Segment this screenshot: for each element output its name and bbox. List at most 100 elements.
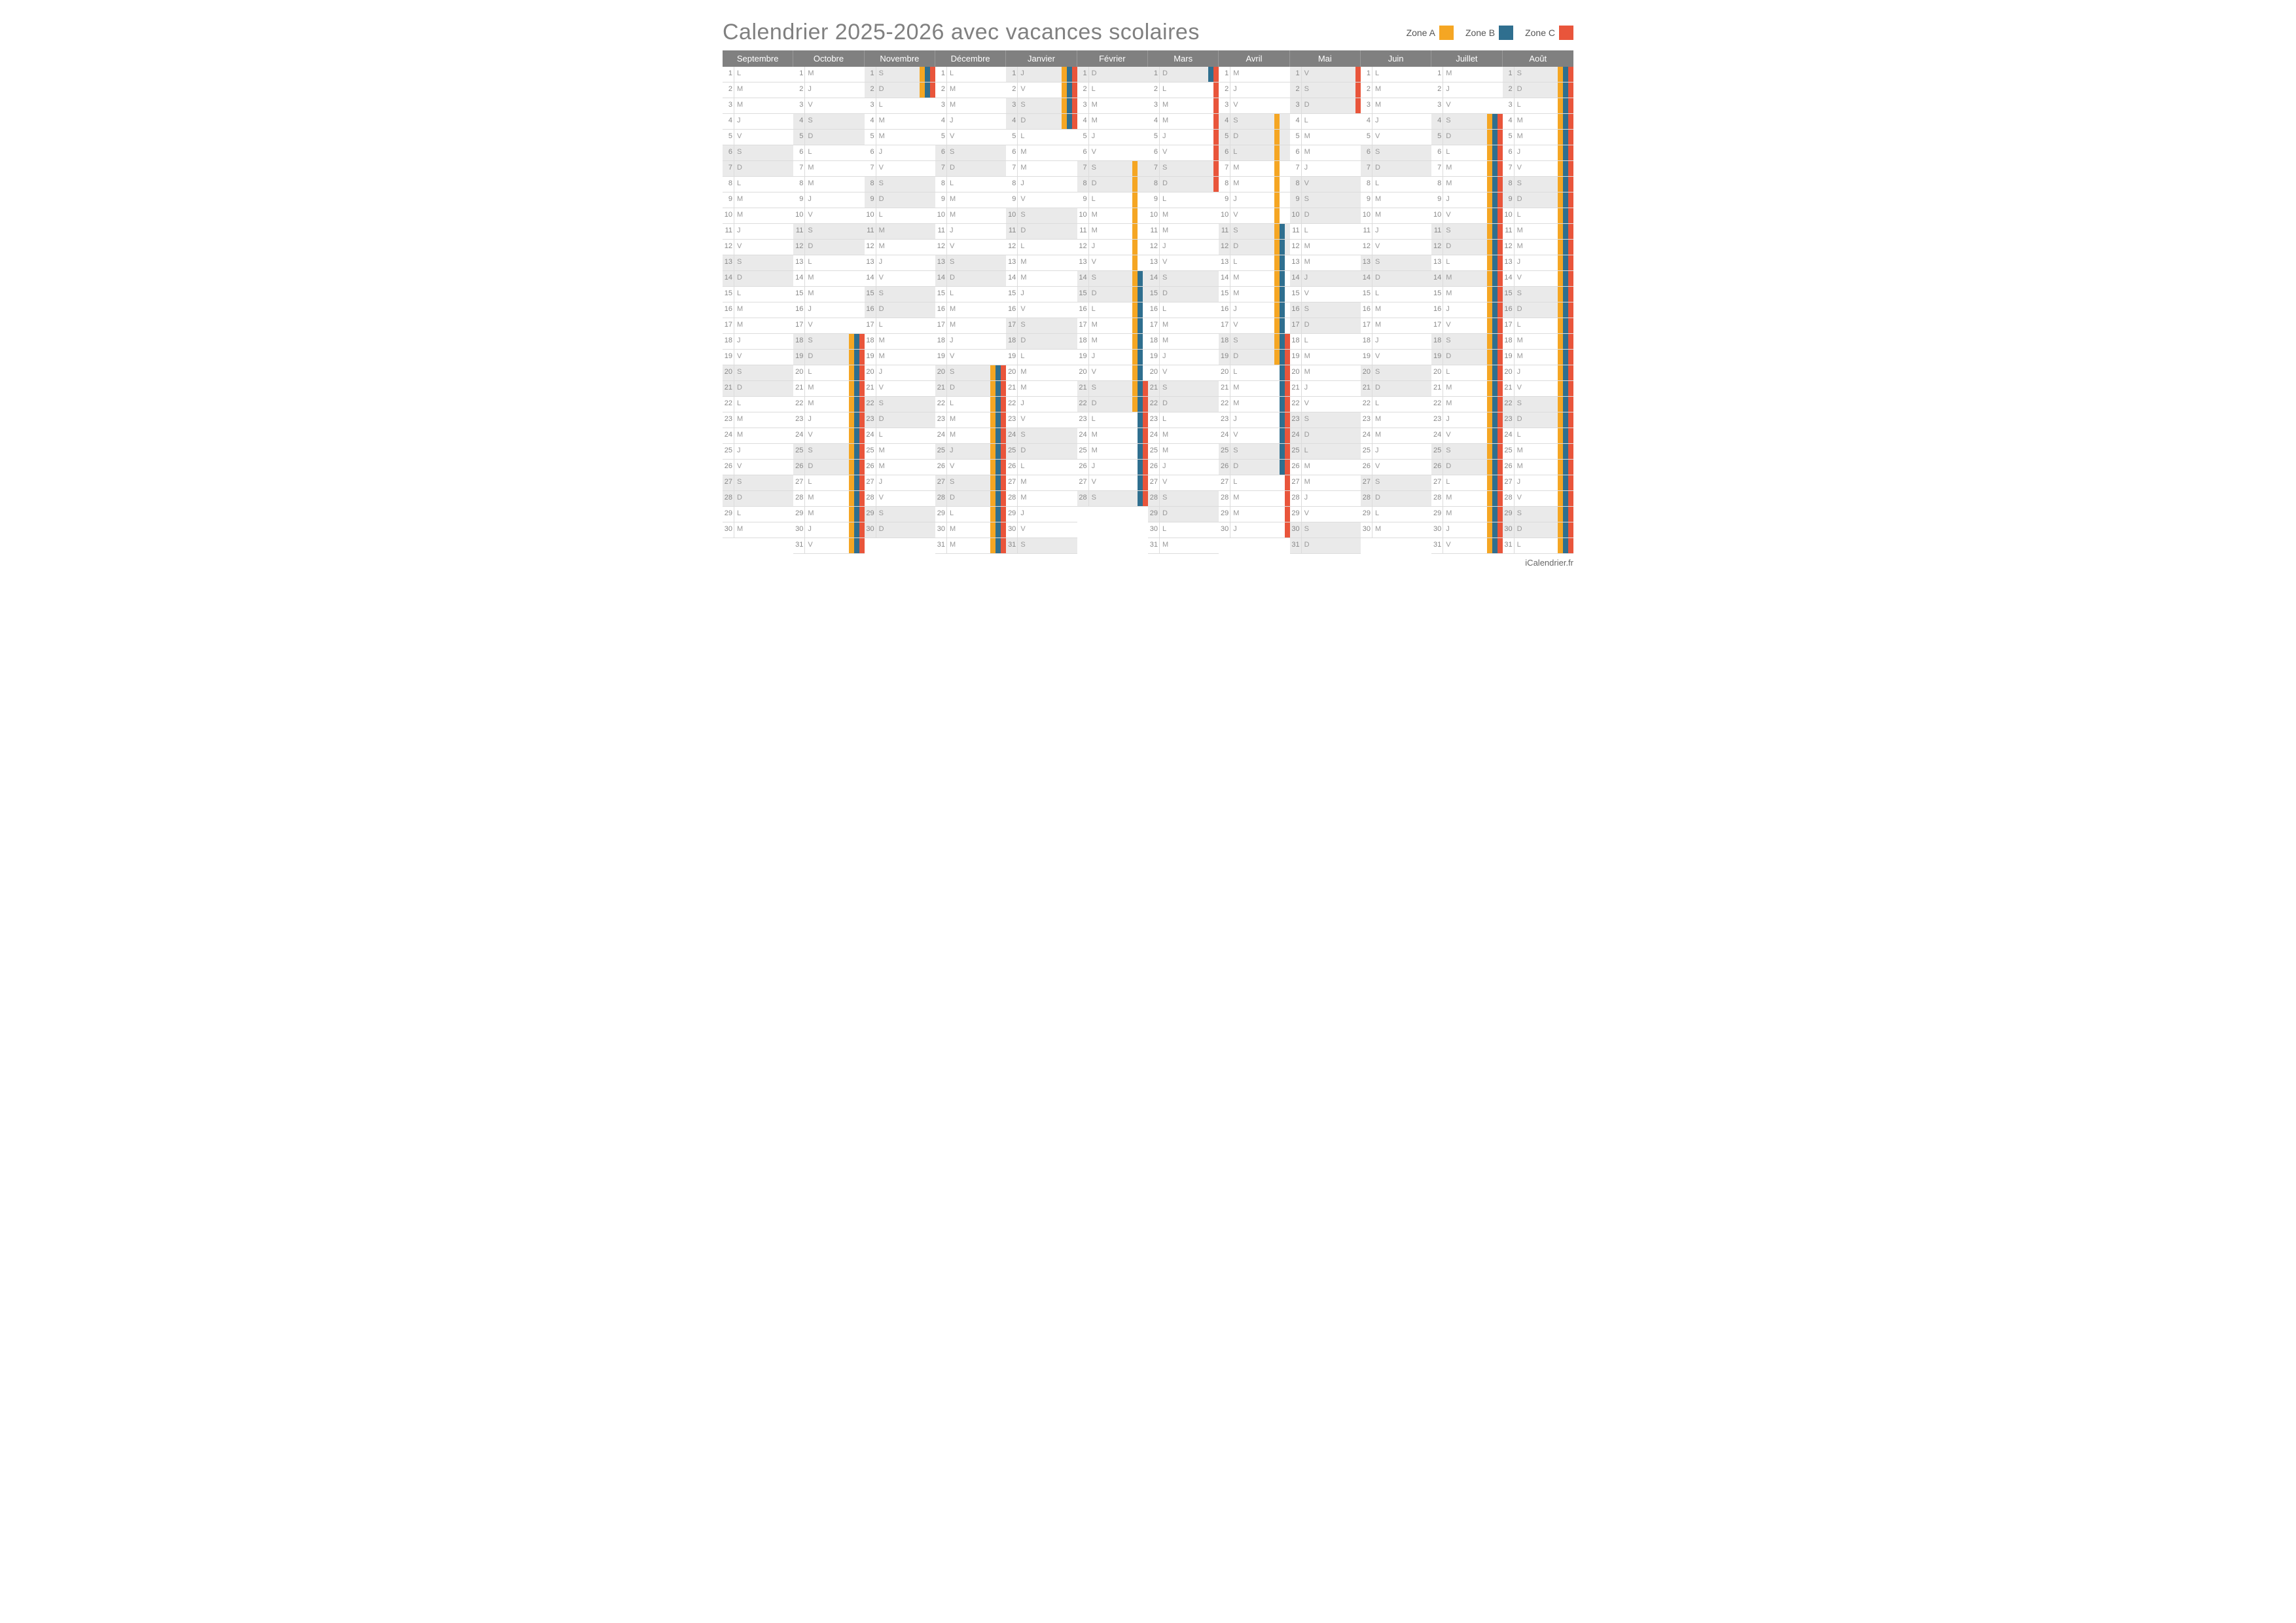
day-of-week: S	[1372, 365, 1383, 380]
day-of-week: S	[1515, 507, 1525, 522]
vacation-stripe-zone-a	[1203, 98, 1208, 113]
day-of-week: J	[876, 475, 887, 490]
day-number: 7	[723, 161, 734, 176]
day-of-week: V	[1160, 475, 1170, 490]
day-cell: 30D	[1503, 522, 1573, 538]
vacation-stripe-zone-c	[1568, 114, 1573, 129]
day-number: 10	[1290, 208, 1302, 223]
day-cell: 7D	[935, 161, 1006, 177]
vacation-stripe-zone-a	[1487, 412, 1492, 428]
month-header: Août	[1503, 50, 1573, 67]
vacation-stripe-zone-c	[1213, 161, 1219, 176]
day-cell: 15M	[793, 287, 864, 302]
day-number: 14	[1077, 271, 1089, 286]
day-cell: 25M	[1077, 444, 1148, 460]
vacation-stripe-zone-c	[1568, 507, 1573, 522]
vacation-stripe-zone-a	[1345, 67, 1350, 82]
vacation-stripe-zone-c	[1498, 114, 1503, 129]
day-of-week: M	[1443, 177, 1454, 192]
vacation-stripe-zone-c	[1143, 412, 1148, 428]
vacation-stripe-zone-a	[1203, 82, 1208, 98]
day-number: 7	[1077, 161, 1089, 176]
month-column: Mars1D2L3M4M5J6V7S8D9L10M11M12J13V14S15D…	[1148, 50, 1219, 554]
day-of-week: L	[734, 67, 745, 82]
vacation-stripe-zone-b	[1280, 334, 1285, 349]
day-of-week: M	[734, 522, 745, 538]
day-of-week: M	[1302, 130, 1312, 145]
vacation-stripes	[1558, 350, 1573, 365]
vacation-stripe-zone-c	[1001, 460, 1006, 475]
vacation-stripes	[990, 444, 1006, 459]
day-of-week: L	[1302, 444, 1312, 459]
vacation-stripe-zone-c	[1143, 224, 1148, 239]
day-number: 25	[1148, 444, 1160, 459]
vacation-stripe-zone-c	[1285, 428, 1290, 443]
vacation-stripe-zone-b	[1492, 302, 1498, 318]
day-of-week: S	[734, 145, 745, 160]
day-cell: 2D	[865, 82, 935, 98]
day-of-week: V	[1443, 538, 1454, 553]
day-of-week: S	[876, 177, 887, 192]
vacation-stripe-zone-a	[1274, 318, 1280, 333]
day-of-week: D	[1515, 82, 1525, 98]
day-cell: 17L	[865, 318, 935, 334]
vacation-stripe-zone-a	[1487, 145, 1492, 160]
day-number: 9	[1290, 192, 1302, 208]
day-of-week: M	[805, 507, 816, 522]
vacation-stripe-zone-c	[1498, 397, 1503, 412]
day-of-week: J	[805, 192, 816, 208]
vacation-stripes	[1274, 444, 1290, 459]
legend-swatch	[1499, 26, 1513, 40]
vacation-stripe-zone-a	[1558, 507, 1563, 522]
day-cell: 14V	[1503, 271, 1573, 287]
vacation-stripe-zone-a	[1062, 114, 1067, 129]
day-cell: 30M	[1361, 522, 1431, 538]
day-cell: 24M	[723, 428, 793, 444]
day-number: 3	[793, 98, 805, 113]
day-of-week: V	[1230, 98, 1241, 113]
day-of-week: S	[1089, 271, 1100, 286]
day-number: 14	[1219, 271, 1230, 286]
day-cell: 13S	[723, 255, 793, 271]
day-cell: 16M	[723, 302, 793, 318]
day-number: 14	[1006, 271, 1018, 286]
day-of-week: M	[1372, 192, 1383, 208]
day-of-week: L	[947, 507, 958, 522]
vacation-stripe-zone-c	[1001, 522, 1006, 538]
day-number: 22	[723, 397, 734, 412]
vacation-stripe-zone-b	[1563, 114, 1568, 129]
vacation-stripe-zone-c	[1285, 522, 1290, 538]
day-number: 12	[1006, 240, 1018, 255]
day-of-week: L	[1018, 130, 1028, 145]
day-of-week: J	[1372, 114, 1383, 129]
day-of-week: J	[1230, 82, 1241, 98]
vacation-stripe-zone-b	[1280, 114, 1285, 129]
day-number: 7	[793, 161, 805, 176]
vacation-stripe-zone-c	[1285, 130, 1290, 145]
vacation-stripes	[1132, 475, 1148, 490]
vacation-stripes	[1487, 522, 1503, 538]
day-of-week: S	[805, 444, 816, 459]
day-cell: 27V	[1077, 475, 1148, 491]
day-cell: 23J	[1431, 412, 1502, 428]
day-of-week: J	[1443, 192, 1454, 208]
vacation-stripes	[1132, 350, 1148, 365]
day-of-week: V	[805, 98, 816, 113]
vacation-stripe-zone-a	[1062, 82, 1067, 98]
day-of-week: D	[1230, 130, 1241, 145]
vacation-stripe-zone-a	[1558, 287, 1563, 302]
day-number: 2	[1290, 82, 1302, 98]
day-cell: 26D	[1431, 460, 1502, 475]
vacation-stripe-zone-a	[1274, 177, 1280, 192]
day-number: 8	[1077, 177, 1089, 192]
vacation-stripe-zone-a	[1558, 491, 1563, 506]
vacation-stripes	[1487, 255, 1503, 270]
vacation-stripe-zone-b	[1138, 444, 1143, 459]
day-cell: 8D	[1077, 177, 1148, 192]
day-of-week: D	[1302, 538, 1312, 553]
day-cell: 6S	[1361, 145, 1431, 161]
month-column: Juillet1M2J3V4S5D6L7M8M9J10V11S12D13L14M…	[1431, 50, 1502, 554]
day-cell: 9J	[793, 192, 864, 208]
day-number: 7	[1148, 161, 1160, 176]
day-cell: 8M	[793, 177, 864, 192]
